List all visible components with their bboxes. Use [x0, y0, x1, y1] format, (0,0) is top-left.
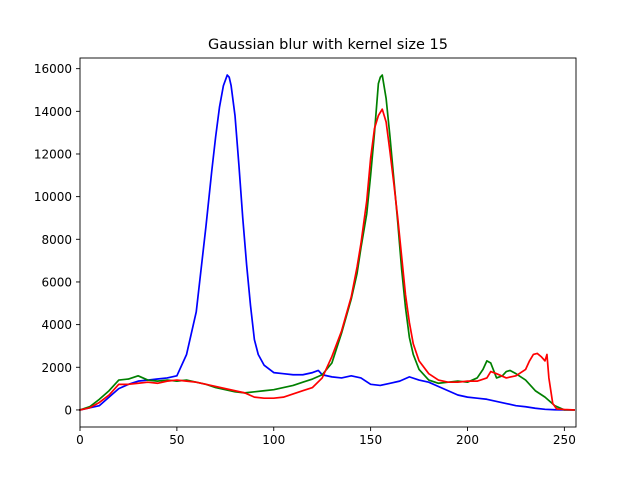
y-tick-label: 14000	[34, 105, 72, 119]
chart-title: Gaussian blur with kernel size 15	[208, 37, 448, 53]
plot-frame	[79, 57, 577, 428]
series-line-0	[78, 74, 575, 411]
y-tick-label: 16000	[34, 62, 72, 76]
x-tick-label: 100	[262, 433, 285, 447]
y-tick-label: 12000	[34, 147, 72, 161]
y-tick-label: 4000	[41, 318, 72, 332]
series-line-2	[78, 108, 575, 411]
x-tick-label: 50	[169, 433, 184, 447]
x-tick-label: 0	[76, 433, 84, 447]
y-tick-label: 10000	[34, 190, 72, 204]
series-layer	[78, 74, 575, 412]
axes-layer: 0 50 100 150 200 250 0 2000 4000 6000 8000 10000 120…	[34, 57, 577, 447]
y-tick-label: 2000	[41, 361, 72, 375]
y-tick-label: 6000	[41, 275, 72, 289]
y-tick-label: 0	[64, 403, 72, 417]
x-tick-label: 150	[359, 433, 382, 447]
x-tick-label: 200	[456, 433, 479, 447]
x-tick-label: 250	[553, 433, 576, 447]
y-tick-label: 8000	[41, 233, 72, 247]
